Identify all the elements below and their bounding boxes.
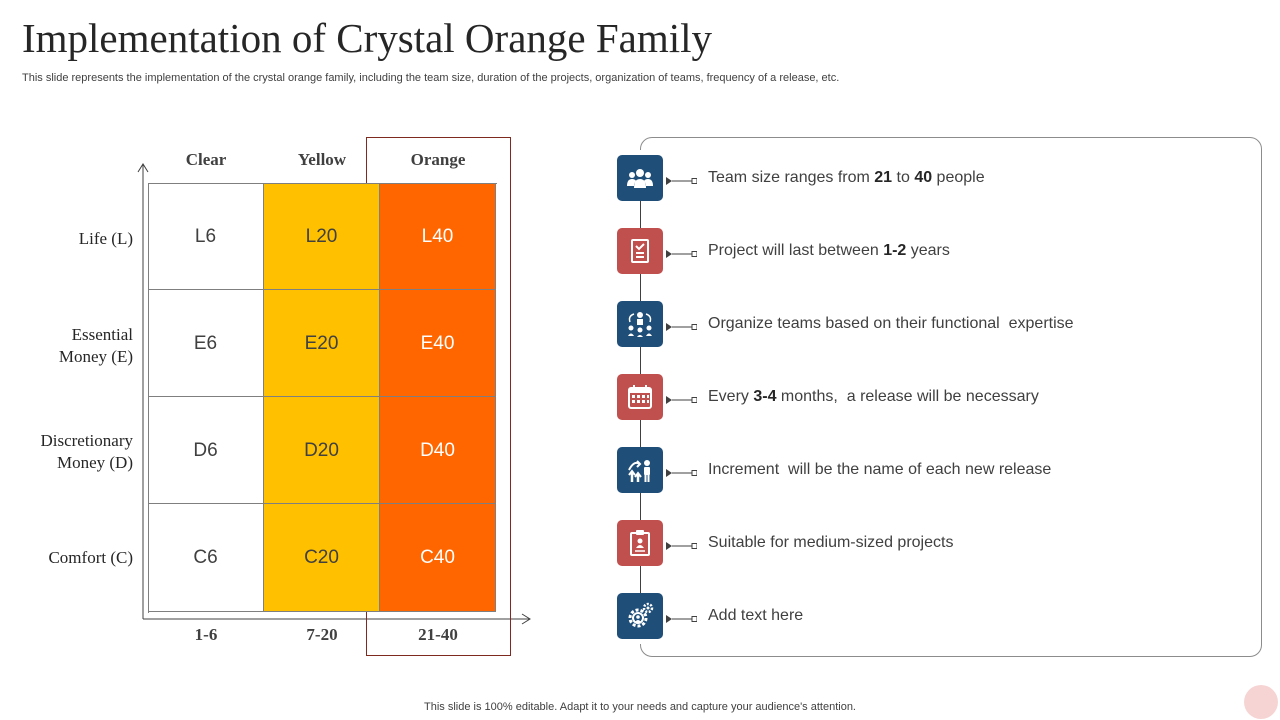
feature-text-part: Suitable for medium-sized projects: [708, 534, 954, 551]
grid-cell-l40: L40: [380, 183, 496, 290]
connector-arrow: [663, 392, 698, 404]
row-label-essential-money: Essential Money (E): [58, 325, 133, 366]
gears-icon: [626, 602, 654, 630]
feature-text-part: people: [932, 169, 985, 186]
x-label-7-20: 7-20: [306, 625, 338, 644]
feature-text-part: Team size ranges from: [708, 169, 875, 186]
connector-arrow: [663, 611, 698, 623]
connector-arrow: [663, 246, 698, 258]
page-title: Implementation of Crystal Orange Family: [22, 15, 713, 61]
column-header-clear: Clear: [185, 150, 227, 169]
team-icon: [626, 166, 654, 190]
feature-text-1: Team size ranges from 21 to 40 people: [708, 169, 985, 187]
connector-arrow: [663, 319, 698, 331]
connector-arrow: [663, 173, 698, 185]
feature-text-part: months, a release will be necessary: [776, 388, 1039, 405]
feature-text-bold: 21: [874, 169, 893, 186]
feature-text-part: Every: [708, 388, 754, 405]
gears-icon-box: [617, 593, 663, 639]
grid-cell-c20: C20: [264, 504, 380, 612]
feature-text-part: years: [906, 242, 950, 259]
connector-arrow: [663, 538, 698, 550]
column-header-orange: Orange: [410, 150, 466, 169]
feature-text-2: Project will last between 1-2 years: [708, 242, 950, 260]
calendar-icon: [627, 384, 653, 410]
document-icon-box: [617, 228, 663, 274]
feature-text-bold: 3-4: [753, 388, 777, 405]
grid-cell-c6: C6: [148, 504, 264, 612]
team-icon-box: [617, 155, 663, 201]
x-label-21-40: 21-40: [418, 625, 458, 644]
connector-arrow: [663, 465, 698, 477]
row-label-comfort: Comfort (C): [48, 548, 133, 567]
row-label-life: Life (L): [78, 229, 133, 248]
grid-cell-c40: C40: [380, 504, 496, 612]
feature-text-part: Project will last between: [708, 242, 884, 259]
clipboard-icon: [629, 529, 651, 557]
organization-icon: [626, 310, 654, 338]
corner-decoration: [1244, 685, 1278, 719]
feature-text-bold: 1-2: [883, 242, 907, 259]
footer-note: This slide is 100% editable. Adapt it to…: [424, 701, 856, 713]
page-subtitle: This slide represents the implementation…: [22, 72, 840, 84]
feature-text-3: Organize teams based on their functional…: [708, 315, 1074, 333]
grid-cell-l20: L20: [264, 183, 380, 290]
grid-cell-e20: E20: [264, 290, 380, 397]
feature-text-4: Every 3-4 months, a release will be nece…: [708, 388, 1039, 406]
organization-icon-box: [617, 301, 663, 347]
growth-icon: [626, 456, 654, 484]
clipboard-icon-box: [617, 520, 663, 566]
feature-text-part: Add text here: [708, 607, 804, 624]
column-header-yellow: Yellow: [297, 150, 347, 169]
grid-cell-d6: D6: [148, 397, 264, 504]
x-label-1-6: 1-6: [194, 625, 218, 644]
grid-cell-d40: D40: [380, 397, 496, 504]
feature-text-7: Add text here: [708, 607, 803, 625]
growth-icon-box: [617, 447, 663, 493]
grid-cell-e6: E6: [148, 290, 264, 397]
grid-cell-e40: E40: [380, 290, 496, 397]
grid-cell-d20: D20: [264, 397, 380, 504]
feature-text-part: to: [892, 169, 915, 186]
feature-text-5: Increment will be the name of each new r…: [708, 461, 1051, 479]
calendar-icon-box: [617, 374, 663, 420]
document-icon: [629, 238, 651, 264]
feature-text-6: Suitable for medium-sized projects: [708, 534, 953, 552]
feature-text-bold: 40: [914, 169, 933, 186]
grid-axes: [137, 163, 531, 625]
grid-cell-l6: L6: [148, 183, 264, 290]
feature-text-part: Organize teams based on their functional…: [708, 315, 1074, 332]
feature-text-part: Increment will be the name of each new r…: [708, 461, 1052, 478]
row-label-discretionary-money: Discretionary Money (D): [40, 431, 133, 472]
